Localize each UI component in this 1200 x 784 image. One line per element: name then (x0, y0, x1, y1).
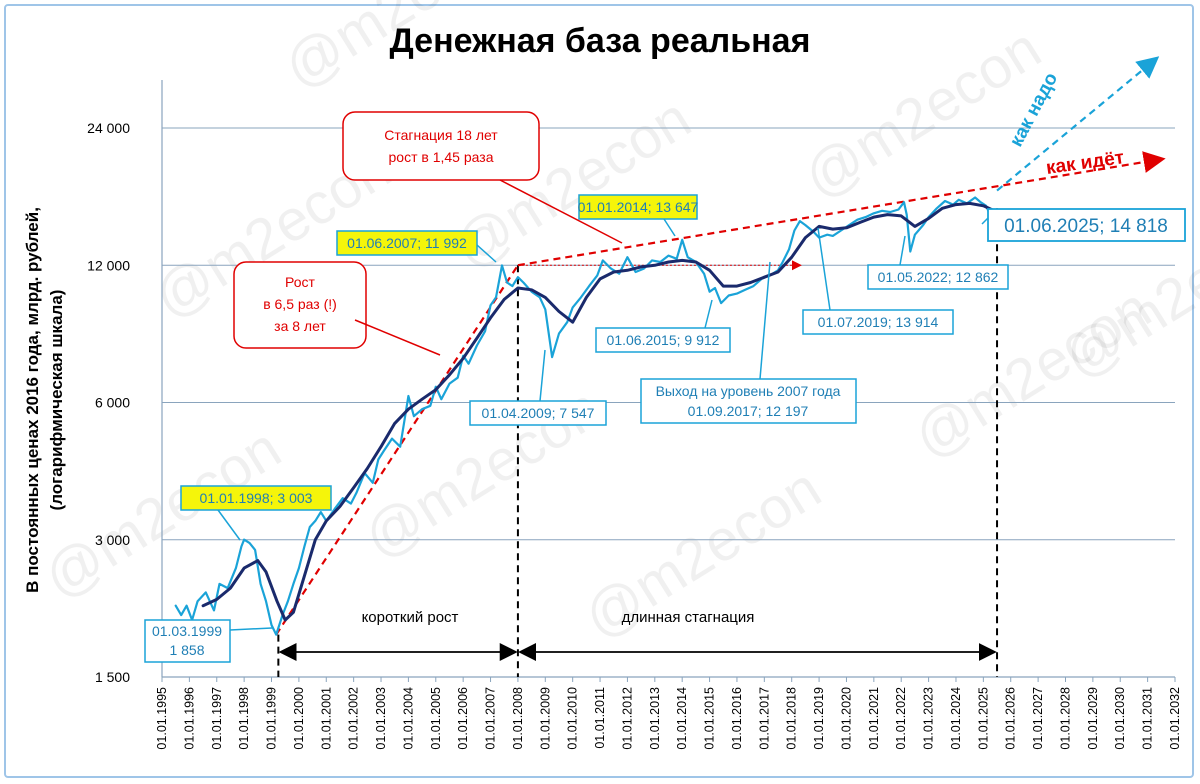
x-tick-label: 01.01.1996 (182, 687, 196, 750)
callout-2009: 01.04.2009; 7 547 (469, 349, 607, 426)
callout-2022-label: 01.05.2022; 12 862 (878, 269, 999, 285)
x-tick-label: 01.01.2012 (620, 687, 634, 750)
callout-2017-value: 01.09.2017; 12 197 (688, 403, 809, 419)
callout-1998: 01.01.1998; 3 003 (180, 485, 332, 541)
x-tick-label: 01.01.2025 (976, 687, 990, 750)
note-stagnation: Стагнация 18 лет рост в 1,45 раза (342, 111, 623, 244)
x-tick-label: 01.01.2005 (429, 687, 443, 750)
x-tick-label: 01.01.2023 (922, 687, 936, 750)
callout-2025-label: 01.06.2025; 14 818 (1004, 216, 1168, 237)
x-tick-label: 01.01.2020 (839, 687, 853, 750)
y-axis-label-line-1: В постоянных ценах 2016 года, млрд. рубл… (23, 207, 42, 593)
y-tick-label: 24 000 (87, 120, 130, 136)
callout-2019-label: 01.07.2019; 13 914 (818, 314, 939, 330)
x-tick-label: 01.01.2014 (675, 687, 689, 750)
note-growth: Рост в 6,5 раз (!) за 8 лет (233, 261, 441, 356)
callout-2015-label: 01.06.2015; 9 912 (607, 332, 720, 348)
callout-1998-label: 01.01.1998; 3 003 (200, 490, 313, 506)
callout-2007: 01.06.2007; 11 992 (336, 230, 497, 263)
x-tick-label: 01.01.2015 (703, 687, 717, 750)
x-tick-label: 01.01.2030 (1113, 687, 1127, 750)
x-tick-label: 01.01.2002 (347, 687, 361, 750)
note-growth-line-1: Рост (285, 274, 316, 290)
y-tick-labels: 1 500 3 000 6 000 12 000 24 000 (87, 120, 130, 685)
callout-2014: 01.01.2014; 13 647 (578, 194, 699, 237)
x-tick-label: 01.01.2003 (374, 687, 388, 750)
note-stagnation-line-1: Стагнация 18 лет (384, 127, 498, 143)
callout-2015: 01.06.2015; 9 912 (595, 299, 731, 353)
callout-1999-value: 1 858 (169, 642, 204, 658)
period-label-short-growth: короткий рост (362, 609, 459, 626)
x-tick-label: 01.01.2010 (566, 687, 580, 750)
axes (161, 80, 1175, 678)
trend-line (275, 264, 519, 636)
x-tick-label: 01.01.1999 (265, 687, 279, 750)
watermark-layer: @m2econ @m2econ @m2econ@m2econ @m2econ@m2ec… (32, 0, 1200, 651)
x-tick-label: 01.01.2031 (1141, 687, 1155, 750)
note-stagnation-line-2: рост в 1,45 раза (389, 149, 494, 165)
x-tick-label: 01.01.2007 (484, 687, 498, 750)
trend-line (517, 151, 1166, 267)
callout-2014-label: 01.01.2014; 13 647 (578, 199, 699, 215)
callout-2007-label: 01.06.2007; 11 992 (347, 235, 467, 251)
y-axis-label: В постоянных ценах 2016 года, млрд. рубл… (23, 207, 66, 593)
trend-label-actual: как идёт (1045, 147, 1126, 179)
x-tick-label: 01.01.2019 (812, 687, 826, 750)
watermark-text: @m2econ (792, 15, 1051, 211)
callout-1999: 01.03.1999 1 858 (144, 619, 273, 663)
chart-title: Денежная база реальная (390, 22, 811, 60)
callout-2022: 01.05.2022; 12 862 (867, 235, 1009, 290)
x-tick-label: 01.01.2016 (730, 687, 744, 750)
x-tick-label: 01.01.2032 (1168, 687, 1182, 750)
period-label-long-stagnation: длинная стагнация (622, 609, 755, 626)
callout-2009-label: 01.04.2009; 7 547 (482, 405, 595, 421)
x-tick-label: 01.01.2017 (757, 687, 771, 750)
y-axis-label-line-2: (логарифмическая шкала) (47, 290, 66, 511)
y-tick-label: 12 000 (87, 257, 130, 273)
x-tick-label: 01.01.2028 (1058, 687, 1072, 750)
trend-line (996, 56, 1160, 192)
x-tick-label: 01.01.2018 (785, 687, 799, 750)
x-tick-label: 01.01.2009 (538, 687, 552, 750)
x-tick-label: 01.01.2021 (867, 687, 881, 750)
callout-2017: Выход на уровень 2007 года 01.09.2017; 1… (640, 261, 857, 424)
series-lines (174, 196, 996, 636)
x-tick-label: 01.01.1995 (155, 687, 169, 750)
x-tick-labels: 01.01.1995 01.01.1996 01.01.1997 01.01.1998… (155, 677, 1182, 750)
x-tick-label: 01.01.2008 (511, 687, 525, 750)
x-tick-label: 01.01.2029 (1086, 687, 1100, 750)
x-tick-label: 01.01.2022 (894, 687, 908, 750)
callout-1999-date: 01.03.1999 (152, 623, 222, 639)
callout-2025: 01.06.2025; 14 818 (981, 208, 1186, 242)
series-line-monthly (174, 196, 996, 636)
x-tick-label: 01.01.2027 (1031, 687, 1045, 750)
chart-frame (4, 4, 1194, 778)
y-tick-label: 6 000 (95, 395, 130, 411)
y-tick-label: 1 500 (95, 669, 130, 685)
x-tick-label: 01.01.2013 (648, 687, 662, 750)
x-tick-label: 01.01.2001 (319, 687, 333, 750)
x-tick-label: 01.01.2024 (949, 687, 963, 750)
x-tick-label: 01.01.1997 (210, 687, 224, 750)
x-tick-label: 01.01.2006 (456, 687, 470, 750)
x-tick-label: 01.01.1998 (237, 687, 251, 750)
x-tick-label: 01.01.2026 (1004, 687, 1018, 750)
x-tick-label: 01.01.2011 (593, 687, 607, 749)
note-growth-line-3: за 8 лет (274, 318, 326, 334)
series-line-smoothed (201, 201, 996, 622)
callout-2019: 01.07.2019; 13 914 (802, 227, 954, 335)
callout-2017-title: Выход на уровень 2007 года (656, 383, 841, 399)
note-growth-line-2: в 6,5 раз (!) (263, 296, 337, 312)
x-tick-label: 01.01.2000 (292, 687, 306, 750)
y-tick-label: 3 000 (95, 532, 130, 548)
x-tick-label: 01.01.2004 (401, 687, 415, 750)
